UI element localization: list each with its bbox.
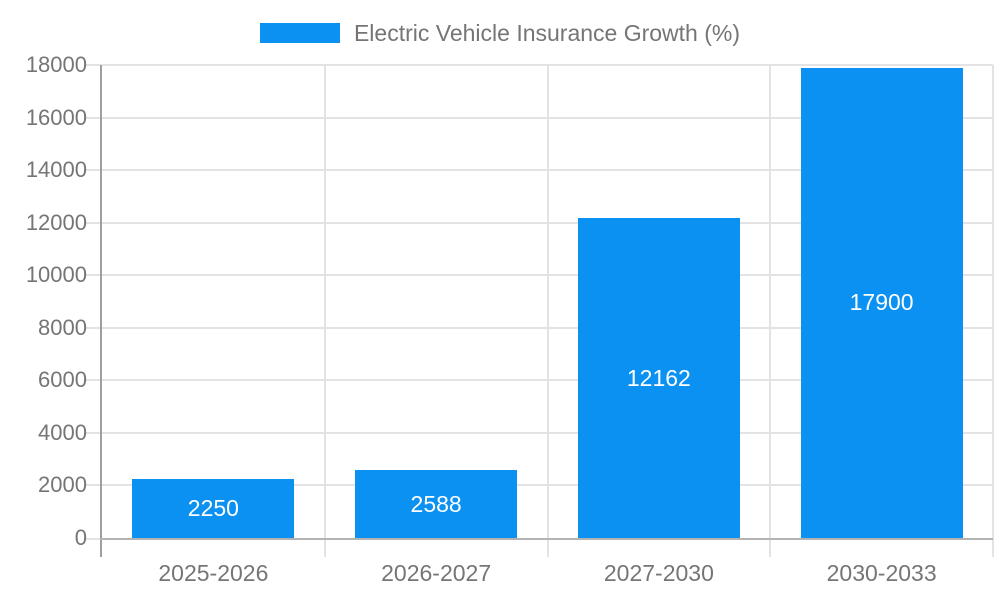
x-category-label: 2026-2027 — [381, 560, 492, 586]
gridline-h — [84, 274, 993, 277]
bar: 17900 — [800, 67, 963, 538]
y-tick-label: 16000 — [25, 104, 87, 130]
x-category-label: 2025-2026 — [158, 560, 269, 586]
gridline-h — [84, 484, 993, 487]
y-tick-label: 18000 — [25, 52, 87, 77]
gridline-h — [84, 221, 993, 224]
bar-value-label: 12162 — [626, 364, 691, 391]
y-axis-line — [100, 65, 102, 557]
gridline-h — [84, 326, 993, 329]
x-axis-line — [100, 538, 993, 540]
y-tick-label: 4000 — [38, 419, 87, 445]
gridline-v — [992, 65, 994, 557]
bar: 2588 — [355, 470, 518, 538]
gridline-v — [769, 65, 772, 557]
bar-value-label: 2250 — [187, 494, 239, 521]
y-tick-label: 14000 — [25, 157, 87, 183]
x-category-label: 2030-2033 — [826, 560, 937, 586]
y-tick-label: 12000 — [25, 209, 87, 235]
gridline-h — [84, 379, 993, 382]
y-tick-label: 10000 — [25, 262, 87, 288]
bar: 2250 — [132, 478, 295, 538]
bar: 12162 — [577, 218, 740, 538]
bar-value-label: 17900 — [849, 289, 914, 316]
legend-swatch-icon — [259, 23, 340, 43]
y-tick-label: 8000 — [38, 314, 87, 340]
bar-value-label: 2588 — [410, 490, 462, 517]
gridline-h — [84, 431, 993, 434]
gridline-v — [323, 65, 326, 557]
y-tick-zero — [84, 538, 102, 540]
y-tick-label: 6000 — [38, 367, 87, 393]
gridline-v — [546, 65, 549, 557]
plot-area: 0 2000 4000 6000 8000 10000 12000 14000 16000 180… — [26, 53, 994, 586]
gridline-h — [84, 64, 993, 66]
gridline-h — [84, 116, 993, 119]
gridline-h — [84, 169, 993, 172]
y-tick-label: 0 — [74, 525, 87, 550]
legend-series-label: Electric Vehicle Insurance Growth (%) — [353, 19, 741, 46]
y-tick-label: 2000 — [38, 472, 87, 498]
legend: Electric Vehicle Insurance Growth (%) — [0, 20, 1000, 46]
x-category-label: 2027-2030 — [603, 560, 714, 586]
